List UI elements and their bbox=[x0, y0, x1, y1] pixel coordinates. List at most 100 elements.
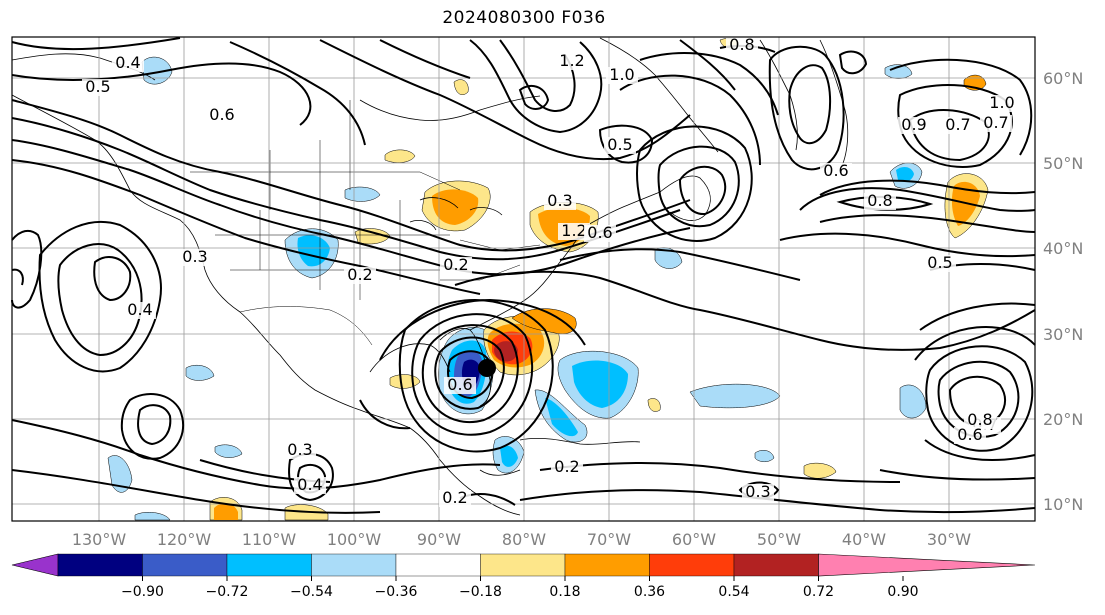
contour-label-backdrop bbox=[942, 117, 974, 134]
contour-label: 0.5 bbox=[927, 253, 952, 272]
colorbar-segment bbox=[733, 553, 819, 577]
contour-label: 0.2 bbox=[347, 265, 372, 284]
contour-label-backdrop bbox=[112, 55, 144, 72]
contour-label-backdrop bbox=[864, 193, 896, 210]
contour-label-backdrop bbox=[980, 115, 1012, 132]
contour-label: 0.2 bbox=[442, 488, 467, 507]
contour-label-backdrop bbox=[924, 255, 956, 272]
graticule bbox=[12, 37, 1035, 521]
colorbar-max-extension bbox=[818, 553, 1036, 577]
map-frame bbox=[11, 36, 1036, 522]
contour-label: 0.5 bbox=[85, 77, 110, 96]
storm-center-marker bbox=[478, 359, 496, 377]
colorbar-tick-label: 0.54 bbox=[718, 584, 749, 600]
contour-label: 0.3 bbox=[745, 482, 770, 501]
contour-label-backdrop bbox=[584, 225, 616, 242]
longitude-label: 70°W bbox=[587, 530, 631, 549]
contour-label: 0.4 bbox=[127, 300, 152, 319]
longitude-label: 100°W bbox=[327, 530, 382, 549]
colorbar bbox=[11, 553, 1036, 577]
longitude-label: 120°W bbox=[157, 530, 212, 549]
colorbar-tick-label: 0.72 bbox=[803, 584, 834, 600]
latitude-label: 50°N bbox=[1043, 154, 1083, 173]
longitude-label: 60°W bbox=[672, 530, 716, 549]
contour-label-backdrop bbox=[544, 193, 576, 210]
contour-label: 0.8 bbox=[729, 35, 754, 54]
contour-label: 1.0 bbox=[609, 65, 634, 84]
contour-label-backdrop bbox=[82, 79, 114, 96]
longitude-label: 90°W bbox=[417, 530, 461, 549]
contour-label: 0.6 bbox=[957, 425, 982, 444]
contour-label: 0.7 bbox=[983, 113, 1008, 132]
contour-label-backdrop bbox=[444, 377, 476, 394]
contour-label-backdrop bbox=[551, 459, 583, 476]
colorbar-tick-label: 0.36 bbox=[634, 584, 665, 600]
colorbar-segment bbox=[311, 553, 397, 577]
contour-label: 0.2 bbox=[554, 457, 579, 476]
contour-label: 0.2 bbox=[443, 255, 468, 274]
contour-label: 0.6 bbox=[447, 375, 472, 394]
contour-label: 0.6 bbox=[823, 161, 848, 180]
contour-label: 1.0 bbox=[989, 93, 1014, 112]
colorbar-tick-label: −0.72 bbox=[206, 584, 249, 600]
political-borders bbox=[190, 100, 541, 346]
colorbar-tick-label: −0.36 bbox=[375, 584, 418, 600]
contour-label: 1.2 bbox=[559, 51, 584, 70]
longitude-label: 110°W bbox=[242, 530, 297, 549]
contour-label-backdrop bbox=[284, 442, 316, 459]
colorbar-segment bbox=[649, 553, 735, 577]
contour-label-backdrop bbox=[606, 67, 638, 84]
latitude-label: 10°N bbox=[1043, 495, 1083, 514]
contour-label-backdrop bbox=[558, 223, 590, 240]
contour-label-backdrop bbox=[898, 117, 930, 134]
coastlines bbox=[11, 37, 849, 516]
contour-label: 0.7 bbox=[945, 115, 970, 134]
contour-label-backdrop bbox=[820, 163, 852, 180]
contour-label-backdrop bbox=[742, 484, 774, 501]
longitude-axis: 130°W 120°W 110°W 100°W 90°W 80°W 70°W 60°W 50°W… bbox=[72, 530, 971, 549]
longitude-label: 40°W bbox=[842, 530, 886, 549]
latitude-label: 30°N bbox=[1043, 325, 1083, 344]
contour-label-group: 1.21.00.80.70.60.50.40.30.21.21.00.90.80… bbox=[82, 35, 1018, 507]
contour-label: 0.6 bbox=[209, 105, 234, 124]
contour-label-backdrop bbox=[124, 302, 156, 319]
longitude-label: 30°W bbox=[927, 530, 971, 549]
colorbar-segment bbox=[395, 553, 481, 577]
colorbar-segment bbox=[564, 553, 650, 577]
longitude-label: 130°W bbox=[72, 530, 127, 549]
contour-label: 0.3 bbox=[547, 191, 572, 210]
colorbar-segment bbox=[57, 553, 143, 577]
longitude-label: 50°W bbox=[757, 530, 801, 549]
contour-label: 1.2 bbox=[561, 221, 586, 240]
latitude-label: 60°N bbox=[1043, 69, 1083, 88]
contour-label: 0.4 bbox=[115, 53, 140, 72]
latitude-label: 20°N bbox=[1043, 410, 1083, 429]
contour-label-backdrop bbox=[604, 137, 636, 154]
longitude-label: 80°W bbox=[502, 530, 546, 549]
contour-label-backdrop bbox=[964, 412, 996, 429]
contour-label: 0.4 bbox=[297, 475, 322, 494]
contour-label-backdrop bbox=[206, 107, 238, 124]
colorbar-tick-label: −0.90 bbox=[121, 584, 164, 600]
colorbar-tick-label: −0.18 bbox=[459, 584, 502, 600]
contour-label-backdrop bbox=[179, 249, 211, 266]
contour-label-backdrop bbox=[344, 267, 376, 284]
contour-label: 0.3 bbox=[287, 440, 312, 459]
colorbar-tick-label: 0.18 bbox=[549, 584, 580, 600]
contour-label: 0.8 bbox=[967, 410, 992, 429]
colorbar-min-extension bbox=[11, 553, 59, 577]
contour-label: 0.9 bbox=[901, 115, 926, 134]
contour-label: 0.5 bbox=[607, 135, 632, 154]
map-title: 2024080300 F036 bbox=[442, 8, 606, 28]
latitude-axis: 60°N 50°N 40°N 30°N 20°N 10°N bbox=[1043, 69, 1083, 514]
contour-label: 0.6 bbox=[587, 223, 612, 242]
contour-label-backdrop bbox=[986, 95, 1018, 112]
colorbar-tick-labels: −0.90 −0.72 −0.54 −0.36 −0.18 0.18 0.36 0.54 0.7… bbox=[121, 576, 919, 600]
colorbar-segment bbox=[226, 553, 312, 577]
contour-label-backdrop bbox=[556, 53, 588, 70]
colorbar-tick-label: 0.90 bbox=[887, 584, 918, 600]
contour-label: 0.8 bbox=[867, 191, 892, 210]
colorbar-segment bbox=[142, 553, 228, 577]
colorbar-segment bbox=[480, 553, 566, 577]
